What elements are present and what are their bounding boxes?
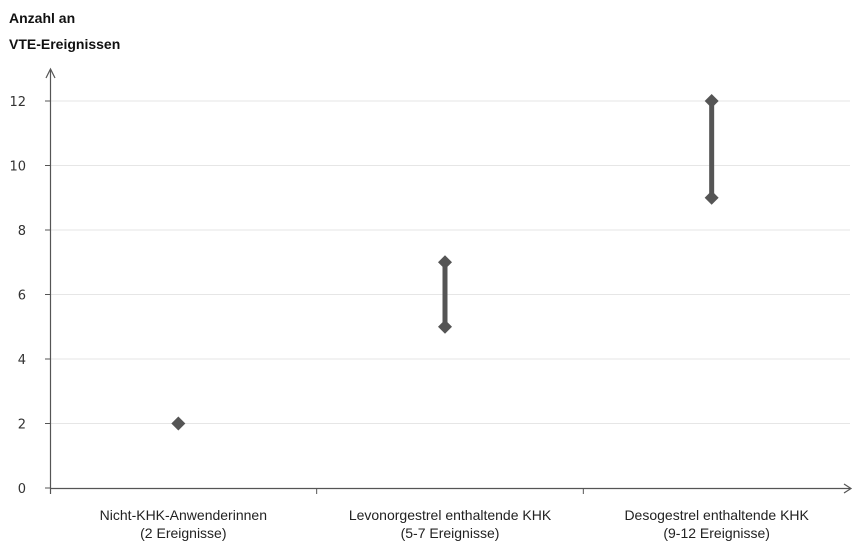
y-tick-label-8: 8 [18, 224, 26, 239]
y-tick-label-12: 12 [9, 95, 26, 110]
x-category-label-1: Levonorgestrel enthaltende KHK [349, 507, 552, 523]
data-marks [171, 94, 719, 431]
y-ticks: 0 2 4 6 8 10 12 [9, 95, 50, 497]
y-axis-title-line-1: Anzahl an [9, 10, 76, 26]
y-tick-label-0: 0 [18, 482, 26, 497]
x-category-sublabel-0: (2 Ereignisse) [140, 525, 226, 541]
y-axis-title-line-2: VTE-Ereignissen [9, 36, 121, 52]
point-marker-0 [171, 416, 186, 431]
y-tick-label-4: 4 [18, 353, 26, 368]
x-category-sublabel-1: (5-7 Ereignisse) [401, 525, 500, 541]
y-axis-arrow-icon [45, 67, 56, 79]
y-tick-label-2: 2 [18, 418, 26, 433]
x-axis-arrow-icon [843, 483, 853, 494]
x-category-sublabel-2: (9-12 Ereignisse) [663, 525, 770, 541]
grid-lines [50, 100, 850, 424]
x-category-label-2: Desogestrel enthaltende KHK [624, 507, 809, 523]
y-tick-label-6: 6 [18, 289, 26, 304]
axes [45, 67, 853, 494]
range-high-marker-2 [704, 94, 719, 108]
x-category-label-0: Nicht-KHK-Anwenderinnen [100, 507, 267, 523]
y-tick-label-10: 10 [9, 160, 26, 175]
range-high-marker-1 [438, 255, 452, 270]
range-low-marker-1 [438, 319, 452, 334]
x-categories: Nicht-KHK-Anwenderinnen (2 Ereignisse) Lev… [100, 488, 810, 541]
range-low-marker-2 [704, 190, 719, 205]
